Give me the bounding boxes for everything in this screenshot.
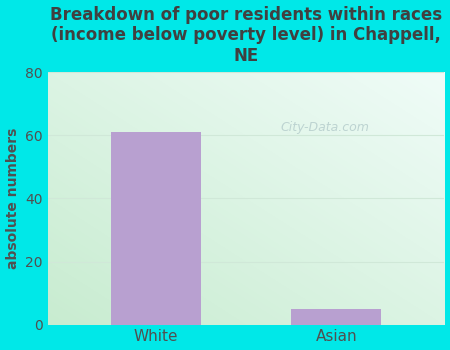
Bar bbox=[111, 132, 201, 324]
Bar bbox=[291, 309, 381, 324]
Title: Breakdown of poor residents within races
(income below poverty level) in Chappel: Breakdown of poor residents within races… bbox=[50, 6, 442, 65]
Text: City-Data.com: City-Data.com bbox=[281, 121, 370, 134]
Y-axis label: absolute numbers: absolute numbers bbox=[5, 128, 19, 269]
